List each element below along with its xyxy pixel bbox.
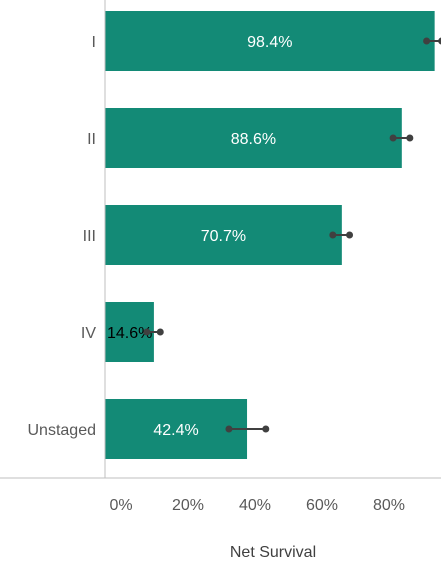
error-bar-low-point <box>329 231 337 239</box>
bar <box>105 399 248 459</box>
bar <box>105 11 435 71</box>
data-label: 70.7% <box>201 228 246 245</box>
error-bar-high-point <box>406 134 414 142</box>
x-tick-label: 80% <box>373 497 405 514</box>
x-tick-label: 0% <box>109 497 132 514</box>
error-bar-high-point <box>438 37 441 45</box>
category-label: Unstaged <box>28 422 97 439</box>
category-label: I <box>92 34 96 51</box>
error-bar-low-point <box>143 328 151 336</box>
data-label: 14.6% <box>107 325 152 342</box>
category-label: IV <box>81 325 96 342</box>
x-axis-title: Net Survival <box>230 544 316 561</box>
error-bar-high-point <box>346 231 354 239</box>
category-label: II <box>87 131 96 148</box>
x-tick-label: 60% <box>306 497 338 514</box>
error-bar-high-point <box>262 425 270 433</box>
error-bar-high-point <box>156 328 164 336</box>
data-label: 88.6% <box>231 131 276 148</box>
category-label: III <box>83 228 96 245</box>
bar <box>105 205 342 265</box>
x-tick-label: 20% <box>172 497 204 514</box>
bar <box>105 108 402 168</box>
data-label: 98.4% <box>247 34 292 51</box>
error-bar-low-point <box>225 425 233 433</box>
data-label: 42.4% <box>153 422 198 439</box>
error-bar-low-point <box>389 134 397 142</box>
bars-layer: 98.4% 88.6% 70.7% 14.6% 42.4% <box>105 11 441 459</box>
x-tick-label: 40% <box>239 497 271 514</box>
error-bar-low-point <box>423 37 431 45</box>
